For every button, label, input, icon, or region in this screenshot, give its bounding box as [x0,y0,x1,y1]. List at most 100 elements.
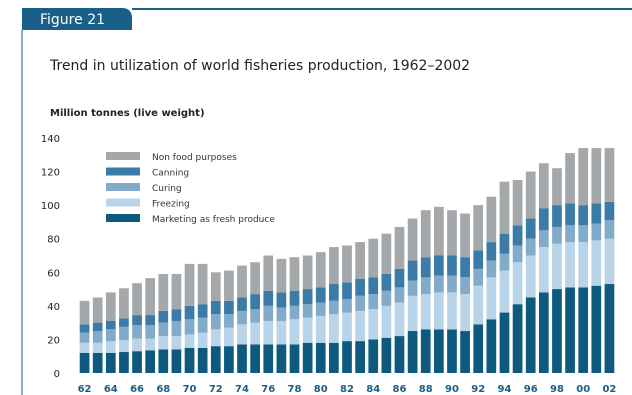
x-tick-label: 76 [261,384,275,395]
bar-segment [302,304,313,318]
bar-segment [565,287,575,373]
bar-segment [499,253,510,271]
bar-segment [79,352,90,373]
bar-segment [145,315,156,326]
bar-segment [460,294,470,332]
bar-segment [368,294,379,310]
bar-segment [145,350,156,373]
bar-segment [92,352,103,373]
bar-segment [512,225,523,246]
bar-segment [460,277,470,295]
bar-segment [197,347,208,373]
bar-segment [276,320,287,345]
bar-segment [105,352,116,373]
bar-segment [197,304,208,318]
bar-segment [276,344,287,373]
figure-tab [22,8,132,30]
bar-segment [329,342,339,373]
bar-segment [486,319,497,373]
bar-segment [381,273,392,291]
bar-segment [512,262,523,305]
bar-segment [302,317,313,343]
x-tick-label: 02 [602,384,616,395]
x-axis-ticks: 62 64 66 68 70 72 74 76 78 80 82 84 86 88 90 92 94 96 98 00… [78,384,617,395]
x-tick-label: 94 [497,384,511,395]
bar-segment [197,263,208,305]
bar-segment [289,305,300,320]
bar-segment [289,257,300,291]
bar-segment [197,317,208,333]
bar-segment [210,346,221,373]
legend-label: Curing [152,184,182,194]
bar-segment [289,319,300,345]
bar-segment [342,299,352,313]
bar-segment [473,205,484,251]
bar-segment [486,196,497,243]
x-tick-label: 88 [419,384,433,395]
bar-segment [92,331,103,343]
bar-segment [407,295,418,332]
x-tick-label: 00 [576,384,590,395]
bar-segment [604,148,615,202]
bar-segment [184,334,195,348]
bar-segment [368,238,379,278]
bar-segment [342,282,352,300]
bar-segment [420,277,431,295]
y-tick-label: 20 [47,335,60,346]
bar-segment [302,342,313,373]
bar-segment [263,255,274,291]
bar-segment [512,245,523,263]
bar-segment [434,329,444,373]
bar-segment [145,278,156,316]
bar-segment [565,153,575,204]
bars [79,148,615,373]
legend-swatch [106,214,140,222]
bar-segment [512,179,523,226]
bar-segment [499,312,510,373]
y-tick-label: 0 [54,369,60,380]
bar-segment [210,314,221,330]
bar-segment [499,233,510,254]
bar-segment [591,148,602,204]
bar-segment [538,163,549,209]
figure-label: Figure 21 [40,12,105,28]
x-tick-label: 96 [524,384,538,395]
bar-segment [237,324,247,345]
bar-segment [132,338,142,352]
x-tick-label: 90 [445,384,459,395]
legend-label: Marketing as fresh produce [152,215,275,225]
bar-segment [591,285,602,373]
bar-segment [525,297,536,373]
bar-segment [420,257,431,278]
bar-segment [604,201,615,221]
bar-segment [486,277,497,320]
legend-swatch [106,198,140,207]
bar-segment [473,324,484,373]
bar-segment [210,272,221,301]
bar-segment [447,292,457,330]
legend-label: Canning [152,169,189,179]
bar-segment [552,289,562,373]
bar-segment [92,342,103,353]
bar-segment [237,297,247,311]
bar-segment [224,327,234,347]
bar-segment [407,218,418,261]
bar-segment [92,322,103,332]
bar-segment [237,265,247,298]
bar-segment [250,344,260,373]
bar-segment [289,344,300,373]
bar-segment [302,255,313,290]
legend: Non food purposes Canning Curing Freezing Ma… [106,152,275,225]
bar-segment [578,242,589,288]
legend-swatch [106,152,140,160]
bar-segment [158,349,169,373]
bar-segment [486,260,497,278]
y-tick-label: 40 [47,302,60,313]
bar-segment [119,340,129,353]
bar-segment [342,312,352,342]
bar-segment [447,275,457,293]
bar-segment [420,294,431,330]
bar-segment [171,273,182,310]
